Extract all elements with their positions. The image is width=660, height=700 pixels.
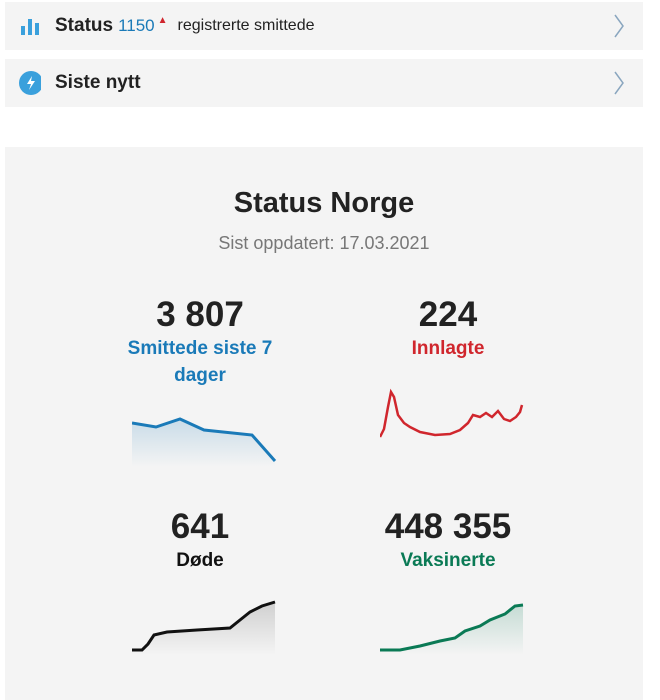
updated-date: Sist oppdatert: 17.03.2021 <box>218 233 430 253</box>
infected-sparkline <box>132 417 277 467</box>
status-link[interactable]: Status 1150 ▲ registrerte smittede <box>5 2 643 50</box>
status-count: 1150 <box>118 16 155 35</box>
chevron-right-icon <box>614 71 624 95</box>
stat-label: Døde <box>176 550 224 571</box>
panel-title: Status Norge <box>233 187 415 219</box>
stat-hospitalized: 224 Innlagte <box>333 295 563 362</box>
stat-infected: 3 807 Smittede siste 7 dager <box>85 295 315 389</box>
stat-deaths: 641 Døde <box>85 507 315 574</box>
status-label: Status <box>55 15 114 36</box>
stat-value: 3 807 <box>156 295 244 334</box>
status-norge-panel: Status Norge Sist oppdatert: 17.03.2021 … <box>5 147 643 700</box>
stat-value: 224 <box>418 295 478 334</box>
stat-value: 641 <box>170 507 230 546</box>
triangle-up-icon: ▲ <box>157 14 168 26</box>
chevron-right-icon <box>614 14 624 38</box>
status-text: registrerte smittede <box>177 17 315 34</box>
stat-label: Innlagte <box>411 338 485 359</box>
hospitalized-sparkline <box>380 388 524 438</box>
lightning-icon <box>19 71 41 95</box>
news-label: Siste nytt <box>55 72 141 93</box>
vaccinated-sparkline <box>380 603 524 655</box>
news-link[interactable]: Siste nytt <box>5 59 643 107</box>
stat-vaccinated: 448 355 Vaksinerte <box>333 507 563 574</box>
stat-label: Smittede siste 7 dager <box>127 338 273 386</box>
stat-label: Vaksinerte <box>400 550 496 571</box>
bar-chart-icon <box>19 15 41 37</box>
stat-value: 448 355 <box>384 507 512 546</box>
deaths-sparkline <box>132 600 276 655</box>
